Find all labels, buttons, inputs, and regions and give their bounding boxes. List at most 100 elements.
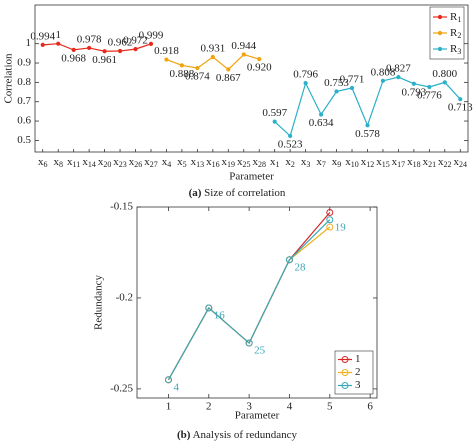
data-label: 0.771 xyxy=(340,74,365,86)
series-line xyxy=(167,212,331,381)
legend-label: R3 xyxy=(450,43,461,56)
marker xyxy=(102,49,107,54)
x-axis-label: Parameter xyxy=(235,410,280,422)
data-label: 0.713 xyxy=(448,102,473,114)
marker xyxy=(318,112,324,117)
data-label: 0.920 xyxy=(247,62,272,74)
series-line xyxy=(42,43,152,52)
data-label: 0.523 xyxy=(278,138,303,150)
caption-text: Size of correlation xyxy=(204,187,286,199)
x-tick-label: 3 xyxy=(246,401,252,413)
data-label: 0.753 xyxy=(324,77,349,89)
marker xyxy=(117,48,123,54)
marker xyxy=(272,119,277,124)
marker xyxy=(133,47,138,52)
x-tick-label: x2 xyxy=(285,156,295,169)
marker xyxy=(245,339,253,347)
marker xyxy=(56,41,61,46)
y-tick-label: 0.6 xyxy=(17,115,31,127)
y-tick-label: -0.2 xyxy=(116,291,133,303)
point-label: 19 xyxy=(335,221,347,233)
legend-label: R1 xyxy=(450,11,461,24)
x-tick-label: x17 xyxy=(392,156,406,169)
data-label: 0.978 xyxy=(77,33,102,45)
x-tick-label: x24 xyxy=(454,156,468,169)
data-label: 0.776 xyxy=(417,90,442,102)
marker xyxy=(285,256,293,264)
x-tick-label: x12 xyxy=(361,156,375,169)
marker xyxy=(334,89,339,94)
marker xyxy=(164,57,169,62)
x-tick-label: x4 xyxy=(162,156,172,169)
caption-text: Analysis of redundancy xyxy=(193,429,298,441)
legend-label: 1 xyxy=(355,353,361,365)
data-label: 0.931 xyxy=(200,43,225,55)
y-axis-label: Correlation xyxy=(3,53,15,104)
y-tick-label: 0.8 xyxy=(17,76,31,88)
point-label: 28 xyxy=(294,261,306,273)
x-tick-label: 2 xyxy=(206,401,212,413)
x-tick-label: x16 xyxy=(206,156,220,169)
x-tick-label: x9 xyxy=(332,156,342,169)
data-label: 0.961 xyxy=(92,54,117,66)
x-tick-label: x28 xyxy=(252,156,266,169)
marker xyxy=(195,65,200,71)
data-label: 0.972 xyxy=(123,35,148,47)
x-axis-label: Parameter xyxy=(229,171,274,183)
x-tick-label: x27 xyxy=(144,156,158,169)
caption-tag: (b) xyxy=(177,429,191,441)
marker xyxy=(210,54,215,60)
x-tick-label: x20 xyxy=(98,156,112,169)
marker xyxy=(226,67,231,72)
marker xyxy=(40,42,45,47)
plot-frame xyxy=(34,4,469,153)
marker xyxy=(87,45,92,51)
data-label: 0.793 xyxy=(402,86,427,98)
y-tick-label: 0.5 xyxy=(17,134,31,146)
marker xyxy=(303,81,308,86)
marker xyxy=(148,41,154,46)
x-tick-label: x8 xyxy=(53,156,63,169)
x-tick-label: 1 xyxy=(166,401,172,413)
marker xyxy=(205,304,213,312)
x-tick-label: 4 xyxy=(287,401,293,413)
data-label: 0.796 xyxy=(293,69,318,81)
data-label: 0.827 xyxy=(386,63,411,75)
x-tick-label: x14 xyxy=(82,156,96,169)
series-line xyxy=(167,226,331,381)
y-tick-label: 1 xyxy=(26,37,32,49)
data-label: 0.994 xyxy=(30,30,55,42)
x-tick-label: 5 xyxy=(327,401,333,413)
legend-marker xyxy=(341,356,349,363)
point-label: 25 xyxy=(254,345,266,357)
data-label: 0.888 xyxy=(170,68,195,80)
point-label: 4 xyxy=(173,381,179,393)
marker xyxy=(241,52,246,57)
data-label: 0.944 xyxy=(231,40,256,52)
caption: (b) Analysis of redundancy xyxy=(177,429,298,441)
legend-marker xyxy=(341,369,349,376)
y-tick-label: -0.25 xyxy=(110,382,133,394)
legend-label: R2 xyxy=(450,27,461,40)
data-label: 0.918 xyxy=(154,45,179,57)
caption-tag: (a) xyxy=(189,187,202,199)
x-tick-label: x26 xyxy=(129,156,143,169)
marker xyxy=(179,63,185,68)
x-tick-label: x25 xyxy=(237,156,251,169)
caption: (a) Size of correlation xyxy=(189,187,286,199)
marker xyxy=(257,57,262,62)
data-label: 0.800 xyxy=(432,68,457,80)
marker xyxy=(396,75,401,80)
y-tick-label: 0.9 xyxy=(17,57,31,69)
x-tick-label: x3 xyxy=(301,156,311,169)
point-label: 16 xyxy=(214,309,226,321)
data-label: 0.597 xyxy=(262,107,287,119)
legend-label: 3 xyxy=(355,379,361,391)
x-tick-label: x5 xyxy=(177,156,187,169)
marker xyxy=(288,133,293,139)
legend-marker xyxy=(437,46,443,52)
x-tick-label: x13 xyxy=(191,156,205,169)
y-tick-label: -0.15 xyxy=(110,201,133,213)
legend-label: 2 xyxy=(355,366,361,378)
x-tick-label: x6 xyxy=(38,156,48,169)
